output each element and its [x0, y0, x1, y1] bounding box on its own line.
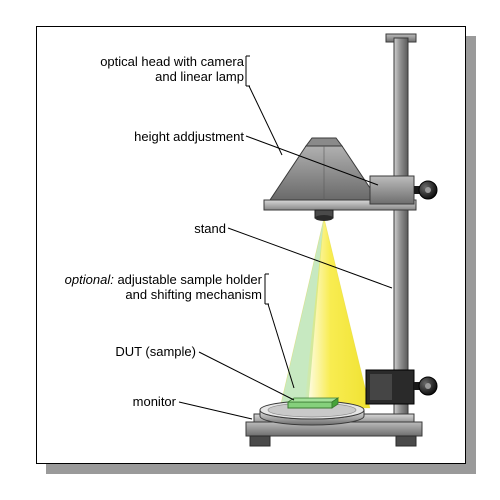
leader-lines — [179, 56, 392, 419]
label-sample-holder-l2: and shifting mechanism — [125, 287, 262, 302]
light-beam — [280, 218, 370, 408]
camera-lens — [315, 210, 333, 221]
label-optical-head: optical head with camera and linear lamp — [74, 54, 244, 84]
label-height-adjustment: height addjustment — [114, 129, 244, 144]
label-sample-holder-prefix: optional: — [65, 272, 114, 287]
optical-head — [270, 138, 378, 200]
label-stand: stand — [186, 221, 226, 236]
label-optical-head-l1: optical head with camera — [100, 54, 244, 69]
dut-sample — [288, 398, 338, 408]
label-optical-head-l2: and linear lamp — [155, 69, 244, 84]
label-sample-holder: optional: adjustable sample holder and s… — [36, 272, 262, 302]
apparatus-diagram — [36, 26, 466, 464]
stand-column — [386, 34, 416, 422]
lower-clamp — [366, 370, 437, 404]
label-sample-holder-l1: adjustable sample holder — [117, 272, 262, 287]
label-dut: DUT (sample) — [106, 344, 196, 359]
upper-clamp — [370, 176, 437, 204]
label-monitor: monitor — [124, 394, 176, 409]
